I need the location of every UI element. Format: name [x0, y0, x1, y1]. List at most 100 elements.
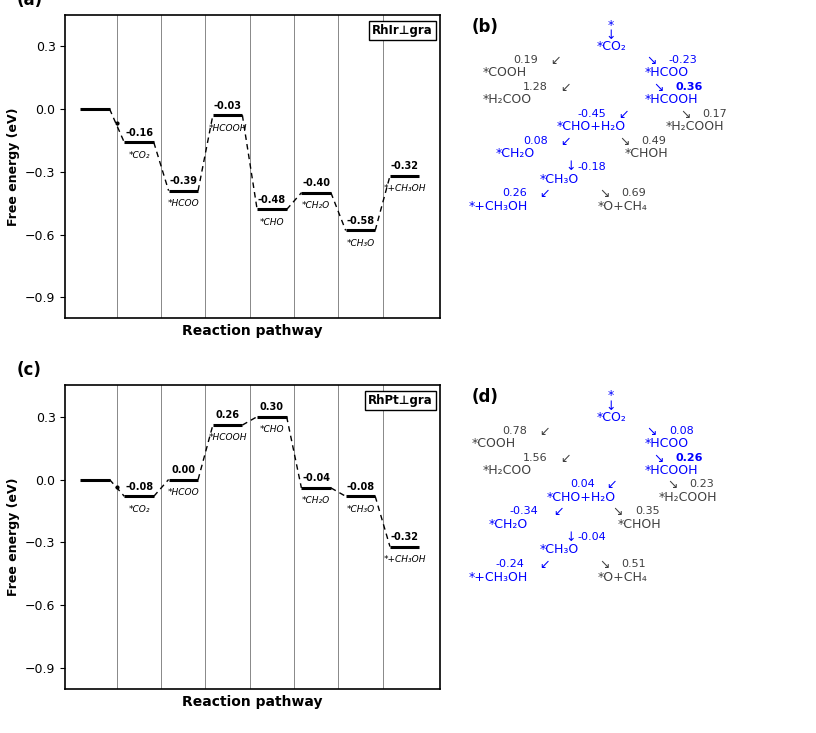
- Text: *+CH₃OH: *+CH₃OH: [468, 200, 528, 213]
- Text: *H₂COOH: *H₂COOH: [659, 490, 717, 504]
- Text: ↘: ↘: [654, 81, 664, 94]
- Text: -0.34: -0.34: [509, 507, 538, 516]
- Text: 0.00: 0.00: [171, 465, 195, 475]
- Text: -0.58: -0.58: [346, 216, 375, 226]
- Text: ↙: ↙: [606, 479, 616, 491]
- Text: ↙: ↙: [560, 135, 570, 148]
- Text: *CO₂: *CO₂: [596, 40, 626, 53]
- Text: (b): (b): [472, 18, 499, 36]
- Text: *CHO+H₂O: *CHO+H₂O: [557, 120, 626, 133]
- Text: -0.16: -0.16: [125, 128, 153, 138]
- Text: *: *: [608, 19, 614, 32]
- Text: *CO₂: *CO₂: [128, 504, 150, 514]
- Text: *+CH₃OH: *+CH₃OH: [384, 185, 426, 194]
- Text: ↘: ↘: [667, 479, 677, 491]
- Text: ↙: ↙: [539, 188, 550, 200]
- Text: *: *: [608, 389, 614, 402]
- Text: *HCOO: *HCOO: [645, 67, 690, 79]
- Text: ↘: ↘: [619, 135, 630, 148]
- Text: *+CH₃OH: *+CH₃OH: [384, 555, 426, 564]
- Text: -0.48: -0.48: [258, 195, 286, 205]
- Text: 1.56: 1.56: [523, 452, 548, 463]
- Text: ↘: ↘: [613, 506, 623, 518]
- Text: *CH₃O: *CH₃O: [346, 504, 375, 514]
- Text: ↙: ↙: [560, 81, 570, 94]
- Text: -0.23: -0.23: [669, 55, 698, 65]
- Text: *HCOO: *HCOO: [645, 437, 690, 450]
- Text: (d): (d): [472, 388, 499, 406]
- Text: *CH₂O: *CH₂O: [496, 147, 535, 160]
- Text: -0.40: -0.40: [302, 178, 330, 188]
- Text: *COOH: *COOH: [472, 437, 517, 450]
- Text: ↘: ↘: [646, 425, 657, 438]
- Text: ↙: ↙: [560, 452, 570, 465]
- X-axis label: Reaction pathway: Reaction pathway: [183, 324, 323, 338]
- Text: 0.17: 0.17: [703, 108, 727, 119]
- Text: (c): (c): [16, 361, 42, 379]
- Text: ↘: ↘: [646, 54, 657, 67]
- Text: -0.18: -0.18: [577, 161, 606, 172]
- Text: *CO₂: *CO₂: [128, 151, 150, 160]
- Text: ↓: ↓: [606, 29, 616, 43]
- Text: *HCOOH: *HCOOH: [208, 433, 247, 443]
- Text: *CHO+H₂O: *CHO+H₂O: [547, 490, 616, 504]
- Text: *HCOO: *HCOO: [167, 488, 199, 497]
- Text: *CHOH: *CHOH: [618, 517, 662, 531]
- Text: ↘: ↘: [599, 558, 610, 571]
- Text: 0.26: 0.26: [215, 410, 240, 421]
- Y-axis label: Free energy (eV): Free energy (eV): [7, 107, 20, 226]
- Text: -0.08: -0.08: [125, 482, 153, 492]
- Text: (a): (a): [16, 0, 42, 9]
- Text: *CH₃O: *CH₃O: [540, 173, 579, 185]
- Text: 0.49: 0.49: [641, 136, 667, 146]
- Text: *+CH₃OH: *+CH₃OH: [468, 571, 528, 583]
- Text: RhPt⊥gra: RhPt⊥gra: [368, 394, 432, 408]
- Text: 1.28: 1.28: [523, 82, 548, 92]
- Text: *HCOOH: *HCOOH: [645, 93, 698, 106]
- Text: -0.32: -0.32: [391, 161, 419, 172]
- Text: -0.03: -0.03: [214, 100, 242, 111]
- Text: 0.51: 0.51: [621, 559, 646, 569]
- Text: 0.69: 0.69: [621, 188, 646, 198]
- Y-axis label: Free energy (eV): Free energy (eV): [7, 478, 20, 597]
- Text: *O+CH₄: *O+CH₄: [597, 571, 647, 583]
- Text: 0.23: 0.23: [690, 479, 714, 490]
- Text: ↙: ↙: [550, 54, 561, 67]
- Text: *CO₂: *CO₂: [596, 410, 626, 424]
- Text: 0.35: 0.35: [635, 507, 659, 516]
- Text: ↙: ↙: [553, 506, 564, 518]
- Text: ↙: ↙: [539, 558, 550, 571]
- Text: *CH₃O: *CH₃O: [346, 239, 375, 248]
- Text: 0.26: 0.26: [676, 452, 703, 463]
- Text: *H₂COO: *H₂COO: [482, 93, 531, 106]
- Text: *CH₂O: *CH₂O: [302, 496, 330, 505]
- Text: -0.04: -0.04: [302, 474, 330, 483]
- Text: *H₂COO: *H₂COO: [482, 464, 531, 476]
- Text: -0.08: -0.08: [346, 482, 375, 492]
- Text: -0.04: -0.04: [577, 532, 606, 542]
- Text: -0.24: -0.24: [496, 559, 525, 569]
- Text: ↘: ↘: [654, 452, 664, 465]
- Text: ↘: ↘: [681, 108, 691, 121]
- Text: 0.78: 0.78: [503, 426, 527, 436]
- Text: -0.32: -0.32: [391, 532, 419, 542]
- Text: *CH₃O: *CH₃O: [540, 543, 579, 556]
- Text: 0.30: 0.30: [259, 402, 284, 412]
- Text: 0.26: 0.26: [503, 188, 527, 198]
- Text: *H₂COOH: *H₂COOH: [665, 120, 724, 133]
- Text: *O+CH₄: *O+CH₄: [597, 200, 647, 213]
- Text: ↙: ↙: [539, 425, 550, 438]
- Text: *HCOOH: *HCOOH: [645, 464, 698, 476]
- Text: -0.39: -0.39: [170, 176, 197, 186]
- Text: RhIr⊥gra: RhIr⊥gra: [372, 23, 432, 37]
- Text: ↓: ↓: [606, 400, 616, 413]
- Text: *HCOO: *HCOO: [167, 199, 199, 208]
- Text: -0.45: -0.45: [577, 108, 606, 119]
- Text: 0.19: 0.19: [512, 55, 538, 65]
- Text: *CH₂O: *CH₂O: [302, 201, 330, 210]
- Text: ↙: ↙: [618, 108, 628, 121]
- Text: *CHO: *CHO: [259, 218, 284, 227]
- Text: *CH₂O: *CH₂O: [489, 517, 528, 531]
- Text: *HCOOH: *HCOOH: [208, 124, 247, 133]
- X-axis label: Reaction pathway: Reaction pathway: [183, 695, 323, 709]
